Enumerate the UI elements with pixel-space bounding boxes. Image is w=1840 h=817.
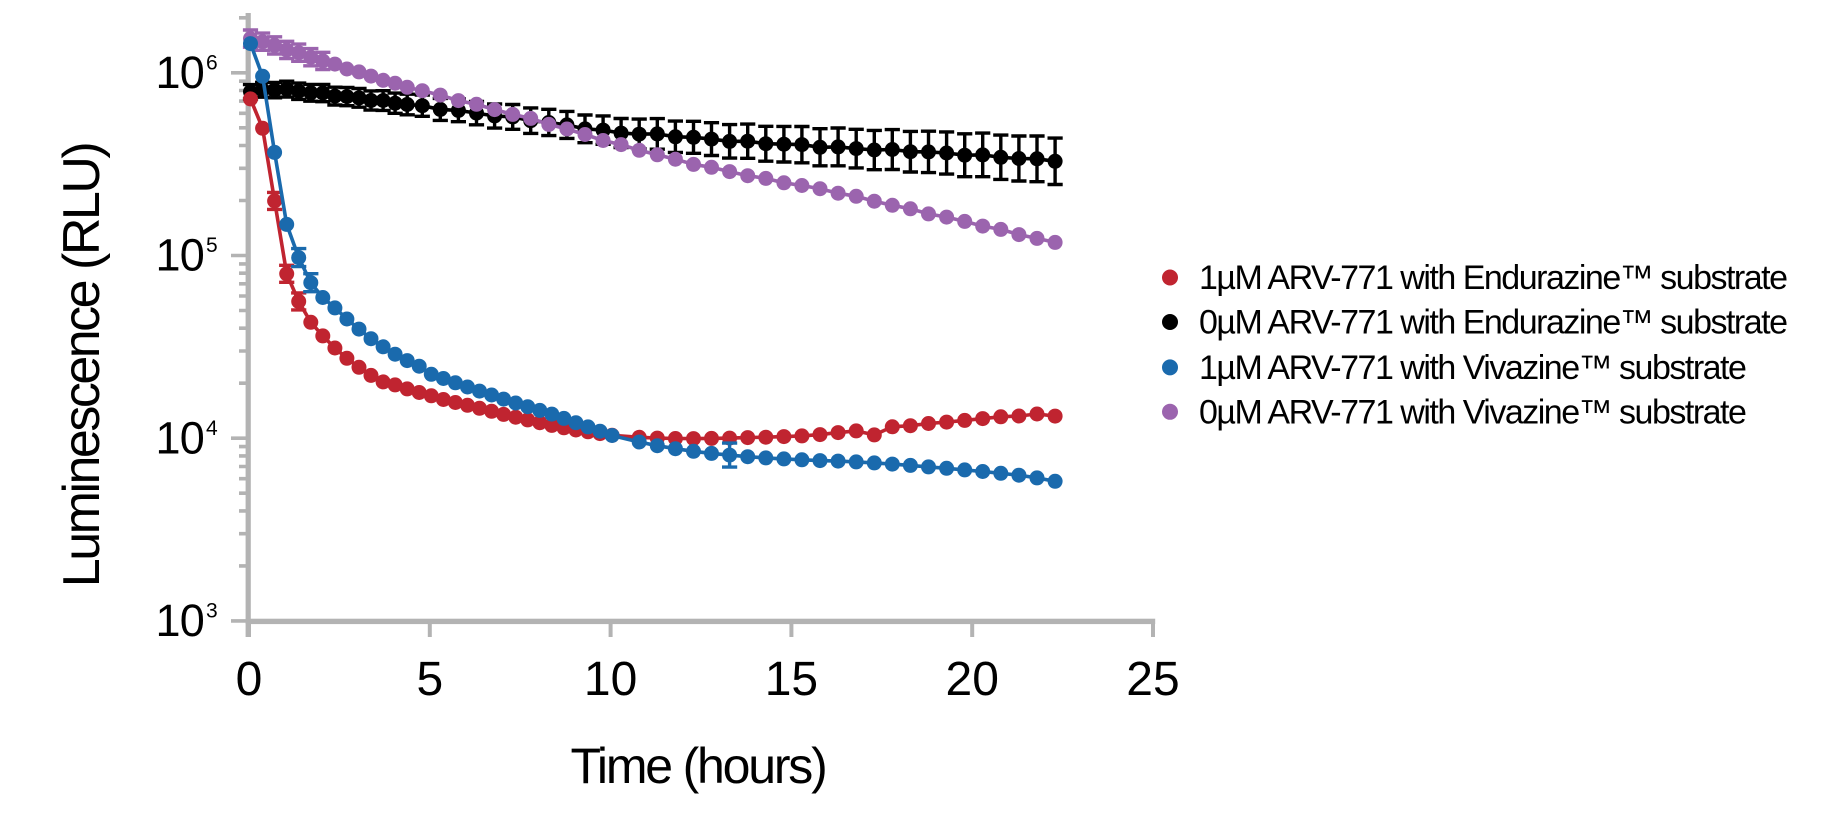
svg-text:10: 10 bbox=[156, 595, 204, 646]
svg-text:1µM ARV-771 with Vivazine™ sub: 1µM ARV-771 with Vivazine™ substrate bbox=[1199, 349, 1746, 387]
svg-text:3: 3 bbox=[206, 600, 218, 623]
svg-text:0: 0 bbox=[236, 653, 263, 706]
svg-text:10: 10 bbox=[156, 412, 204, 463]
svg-text:10: 10 bbox=[156, 230, 204, 281]
svg-text:15: 15 bbox=[765, 653, 818, 706]
svg-text:Luminescence (RLU): Luminescence (RLU) bbox=[53, 144, 111, 588]
svg-text:10: 10 bbox=[584, 653, 637, 706]
svg-text:1µM ARV-771 with Endurazine™ s: 1µM ARV-771 with Endurazine™ substrate bbox=[1199, 259, 1787, 297]
svg-text:Time (hours): Time (hours) bbox=[570, 738, 825, 794]
svg-text:5: 5 bbox=[206, 234, 218, 257]
svg-text:0µM ARV-771 with Endurazine™ s: 0µM ARV-771 with Endurazine™ substrate bbox=[1199, 304, 1787, 342]
svg-text:5: 5 bbox=[416, 653, 443, 706]
svg-text:0µM ARV-771 with Vivazine™ sub: 0µM ARV-771 with Vivazine™ substrate bbox=[1199, 394, 1746, 432]
svg-text:6: 6 bbox=[206, 51, 218, 74]
svg-text:20: 20 bbox=[946, 653, 999, 706]
svg-text:10: 10 bbox=[156, 47, 204, 98]
svg-text:4: 4 bbox=[206, 417, 218, 440]
svg-text:25: 25 bbox=[1126, 653, 1179, 706]
